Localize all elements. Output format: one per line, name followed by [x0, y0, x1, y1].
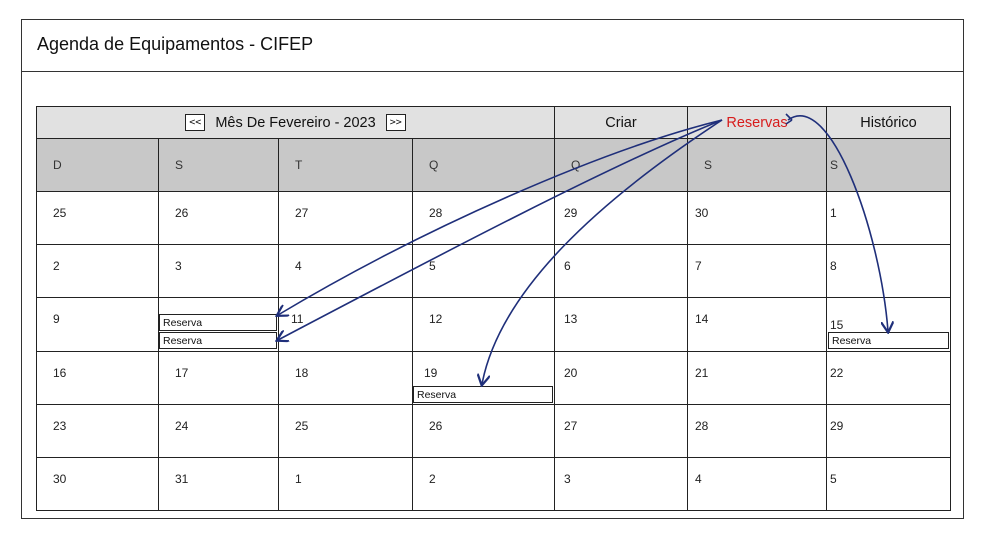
weekday-sunday: D: [37, 139, 159, 192]
tab-criar[interactable]: Criar: [555, 107, 688, 139]
day-cell[interactable]: 26: [413, 405, 555, 458]
day-cell[interactable]: 16: [37, 352, 159, 405]
tab-historico[interactable]: Histórico: [827, 107, 950, 139]
day-cell[interactable]: 4: [688, 458, 827, 510]
day-cell[interactable]: 2: [37, 245, 159, 298]
weekday-tuesday: T: [279, 139, 413, 192]
day-cell[interactable]: 25: [37, 192, 159, 245]
weekday-saturday: S: [827, 139, 950, 192]
day-cell[interactable]: 8: [827, 245, 950, 298]
day-cell[interactable]: 1: [279, 458, 413, 510]
month-label: Mês De Fevereiro - 2023: [215, 114, 376, 131]
day-cell[interactable]: 30: [37, 458, 159, 510]
day-cell[interactable]: 4: [279, 245, 413, 298]
day-cell[interactable]: 17: [159, 352, 279, 405]
reservation-chip[interactable]: Reserva: [413, 386, 553, 403]
day-cell[interactable]: 27: [279, 192, 413, 245]
day-cell[interactable]: 23: [37, 405, 159, 458]
day-cell[interactable]: 13: [555, 298, 688, 352]
weekday-wednesday: Q: [413, 139, 555, 192]
weekday-monday: S: [159, 139, 279, 192]
day-cell[interactable]: 18: [279, 352, 413, 405]
reservation-chip[interactable]: Reserva: [828, 332, 949, 349]
day-cell[interactable]: 26: [159, 192, 279, 245]
day-cell[interactable]: 3: [555, 458, 688, 510]
day-cell[interactable]: 11: [279, 298, 413, 352]
next-month-button[interactable]: >>: [385, 114, 406, 131]
day-cell[interactable]: 2: [413, 458, 555, 510]
day-cell[interactable]: 28: [413, 192, 555, 245]
title-bar: Agenda de Equipamentos - CIFEP: [22, 20, 963, 72]
day-cell[interactable]: 29: [827, 405, 950, 458]
day-cell[interactable]: 9: [37, 298, 159, 352]
day-cell[interactable]: 14: [688, 298, 827, 352]
day-cell[interactable]: 12: [413, 298, 555, 352]
day-cell[interactable]: 20: [555, 352, 688, 405]
day-cell[interactable]: 27: [555, 405, 688, 458]
calendar: << Mês De Fevereiro - 2023 >> Criar Rese…: [36, 106, 951, 511]
page-title: Agenda de Equipamentos - CIFEP: [37, 34, 314, 54]
weekday-thursday: Q: [555, 139, 688, 192]
month-navigator: << Mês De Fevereiro - 2023 >>: [37, 107, 555, 139]
reservation-chip[interactable]: Reserva: [159, 332, 277, 349]
day-cell[interactable]: 29: [555, 192, 688, 245]
day-cell[interactable]: 21: [688, 352, 827, 405]
day-cell[interactable]: 1: [827, 192, 950, 245]
day-cell[interactable]: 5: [830, 472, 837, 486]
day-cell[interactable]: 25: [279, 405, 413, 458]
day-cell[interactable]: 31: [159, 458, 279, 510]
day-cell[interactable]: 5: [413, 245, 555, 298]
day-cell[interactable]: 6: [555, 245, 688, 298]
day-cell[interactable]: 30: [688, 192, 827, 245]
weekday-friday: S: [688, 139, 827, 192]
day-cell[interactable]: 24: [159, 405, 279, 458]
day-cell[interactable]: 7: [688, 245, 827, 298]
reservation-chip[interactable]: Reserva: [159, 314, 277, 331]
day-cell[interactable]: 3: [159, 245, 279, 298]
prev-month-button[interactable]: <<: [185, 114, 206, 131]
day-cell[interactable]: 22: [827, 352, 950, 405]
day-cell[interactable]: 28: [688, 405, 827, 458]
app-window: Agenda de Equipamentos - CIFEP << Mês De…: [21, 19, 964, 519]
tab-reservas[interactable]: Reservas: [688, 107, 827, 139]
